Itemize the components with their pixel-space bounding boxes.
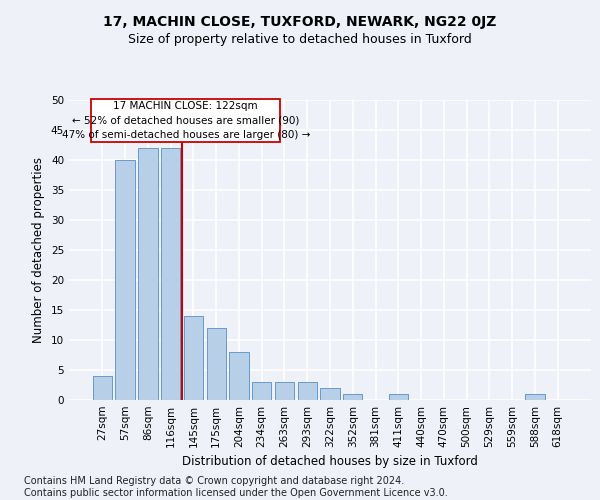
Text: 17, MACHIN CLOSE, TUXFORD, NEWARK, NG22 0JZ: 17, MACHIN CLOSE, TUXFORD, NEWARK, NG22 … — [103, 15, 497, 29]
Text: 17 MACHIN CLOSE: 122sqm
← 52% of detached houses are smaller (90)
47% of semi-de: 17 MACHIN CLOSE: 122sqm ← 52% of detache… — [62, 101, 310, 140]
Text: Contains HM Land Registry data © Crown copyright and database right 2024.
Contai: Contains HM Land Registry data © Crown c… — [24, 476, 448, 498]
Y-axis label: Number of detached properties: Number of detached properties — [32, 157, 46, 343]
Bar — [343, 394, 362, 400]
Bar — [206, 328, 226, 400]
Bar — [138, 148, 158, 400]
Bar — [93, 376, 112, 400]
Bar — [184, 316, 203, 400]
X-axis label: Distribution of detached houses by size in Tuxford: Distribution of detached houses by size … — [182, 456, 478, 468]
Bar — [389, 394, 408, 400]
Bar — [229, 352, 248, 400]
Bar — [320, 388, 340, 400]
Bar — [161, 148, 181, 400]
Text: Size of property relative to detached houses in Tuxford: Size of property relative to detached ho… — [128, 32, 472, 46]
Bar — [252, 382, 271, 400]
Bar — [298, 382, 317, 400]
Bar — [275, 382, 294, 400]
FancyBboxPatch shape — [91, 99, 280, 142]
Bar — [525, 394, 545, 400]
Bar — [115, 160, 135, 400]
